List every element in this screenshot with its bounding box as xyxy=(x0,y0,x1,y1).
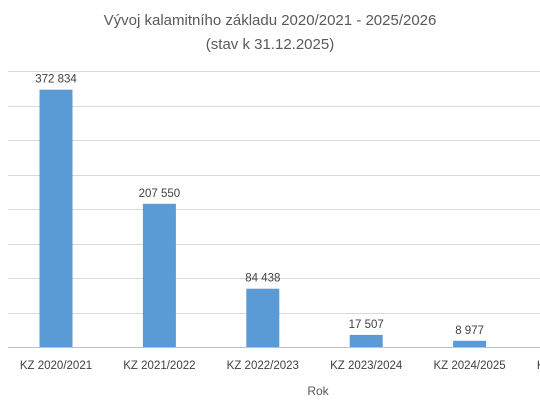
chart-subtitle: (stav k 31.12.2025) xyxy=(206,36,334,53)
data-label: 207 550 xyxy=(139,188,181,200)
bar xyxy=(246,288,280,347)
chart-title: Vývoj kalamitního základu 2020/2021 - 20… xyxy=(104,12,437,29)
x-axis-title: Rok xyxy=(307,384,329,398)
bars xyxy=(39,89,487,347)
x-tick-label: KZ 2021/2022 xyxy=(123,360,195,372)
data-label: 84 438 xyxy=(245,273,280,285)
data-label: 17 507 xyxy=(349,319,384,331)
bar xyxy=(39,89,73,347)
x-tick-label: KZ 2024/2025 xyxy=(433,360,505,372)
data-label: 8 977 xyxy=(455,325,484,337)
x-tick-label: KZ 2020/2021 xyxy=(20,360,92,372)
data-label: 372 834 xyxy=(35,74,77,86)
bar xyxy=(142,203,176,347)
gridlines xyxy=(8,71,540,348)
x-tick-labels: KZ 2020/2021 KZ 2021/2022 KZ 2022/2023 KZ 2… xyxy=(20,360,540,372)
x-tick-label: KZ 2022/2023 xyxy=(227,360,299,372)
bar xyxy=(453,340,487,347)
bar xyxy=(349,334,383,347)
x-tick-label: KZ 2025/2026 xyxy=(537,360,540,372)
x-tick-label: KZ 2023/2024 xyxy=(330,360,403,372)
data-labels: 372 834 207 550 84 438 17 507 8 977 xyxy=(35,74,484,337)
